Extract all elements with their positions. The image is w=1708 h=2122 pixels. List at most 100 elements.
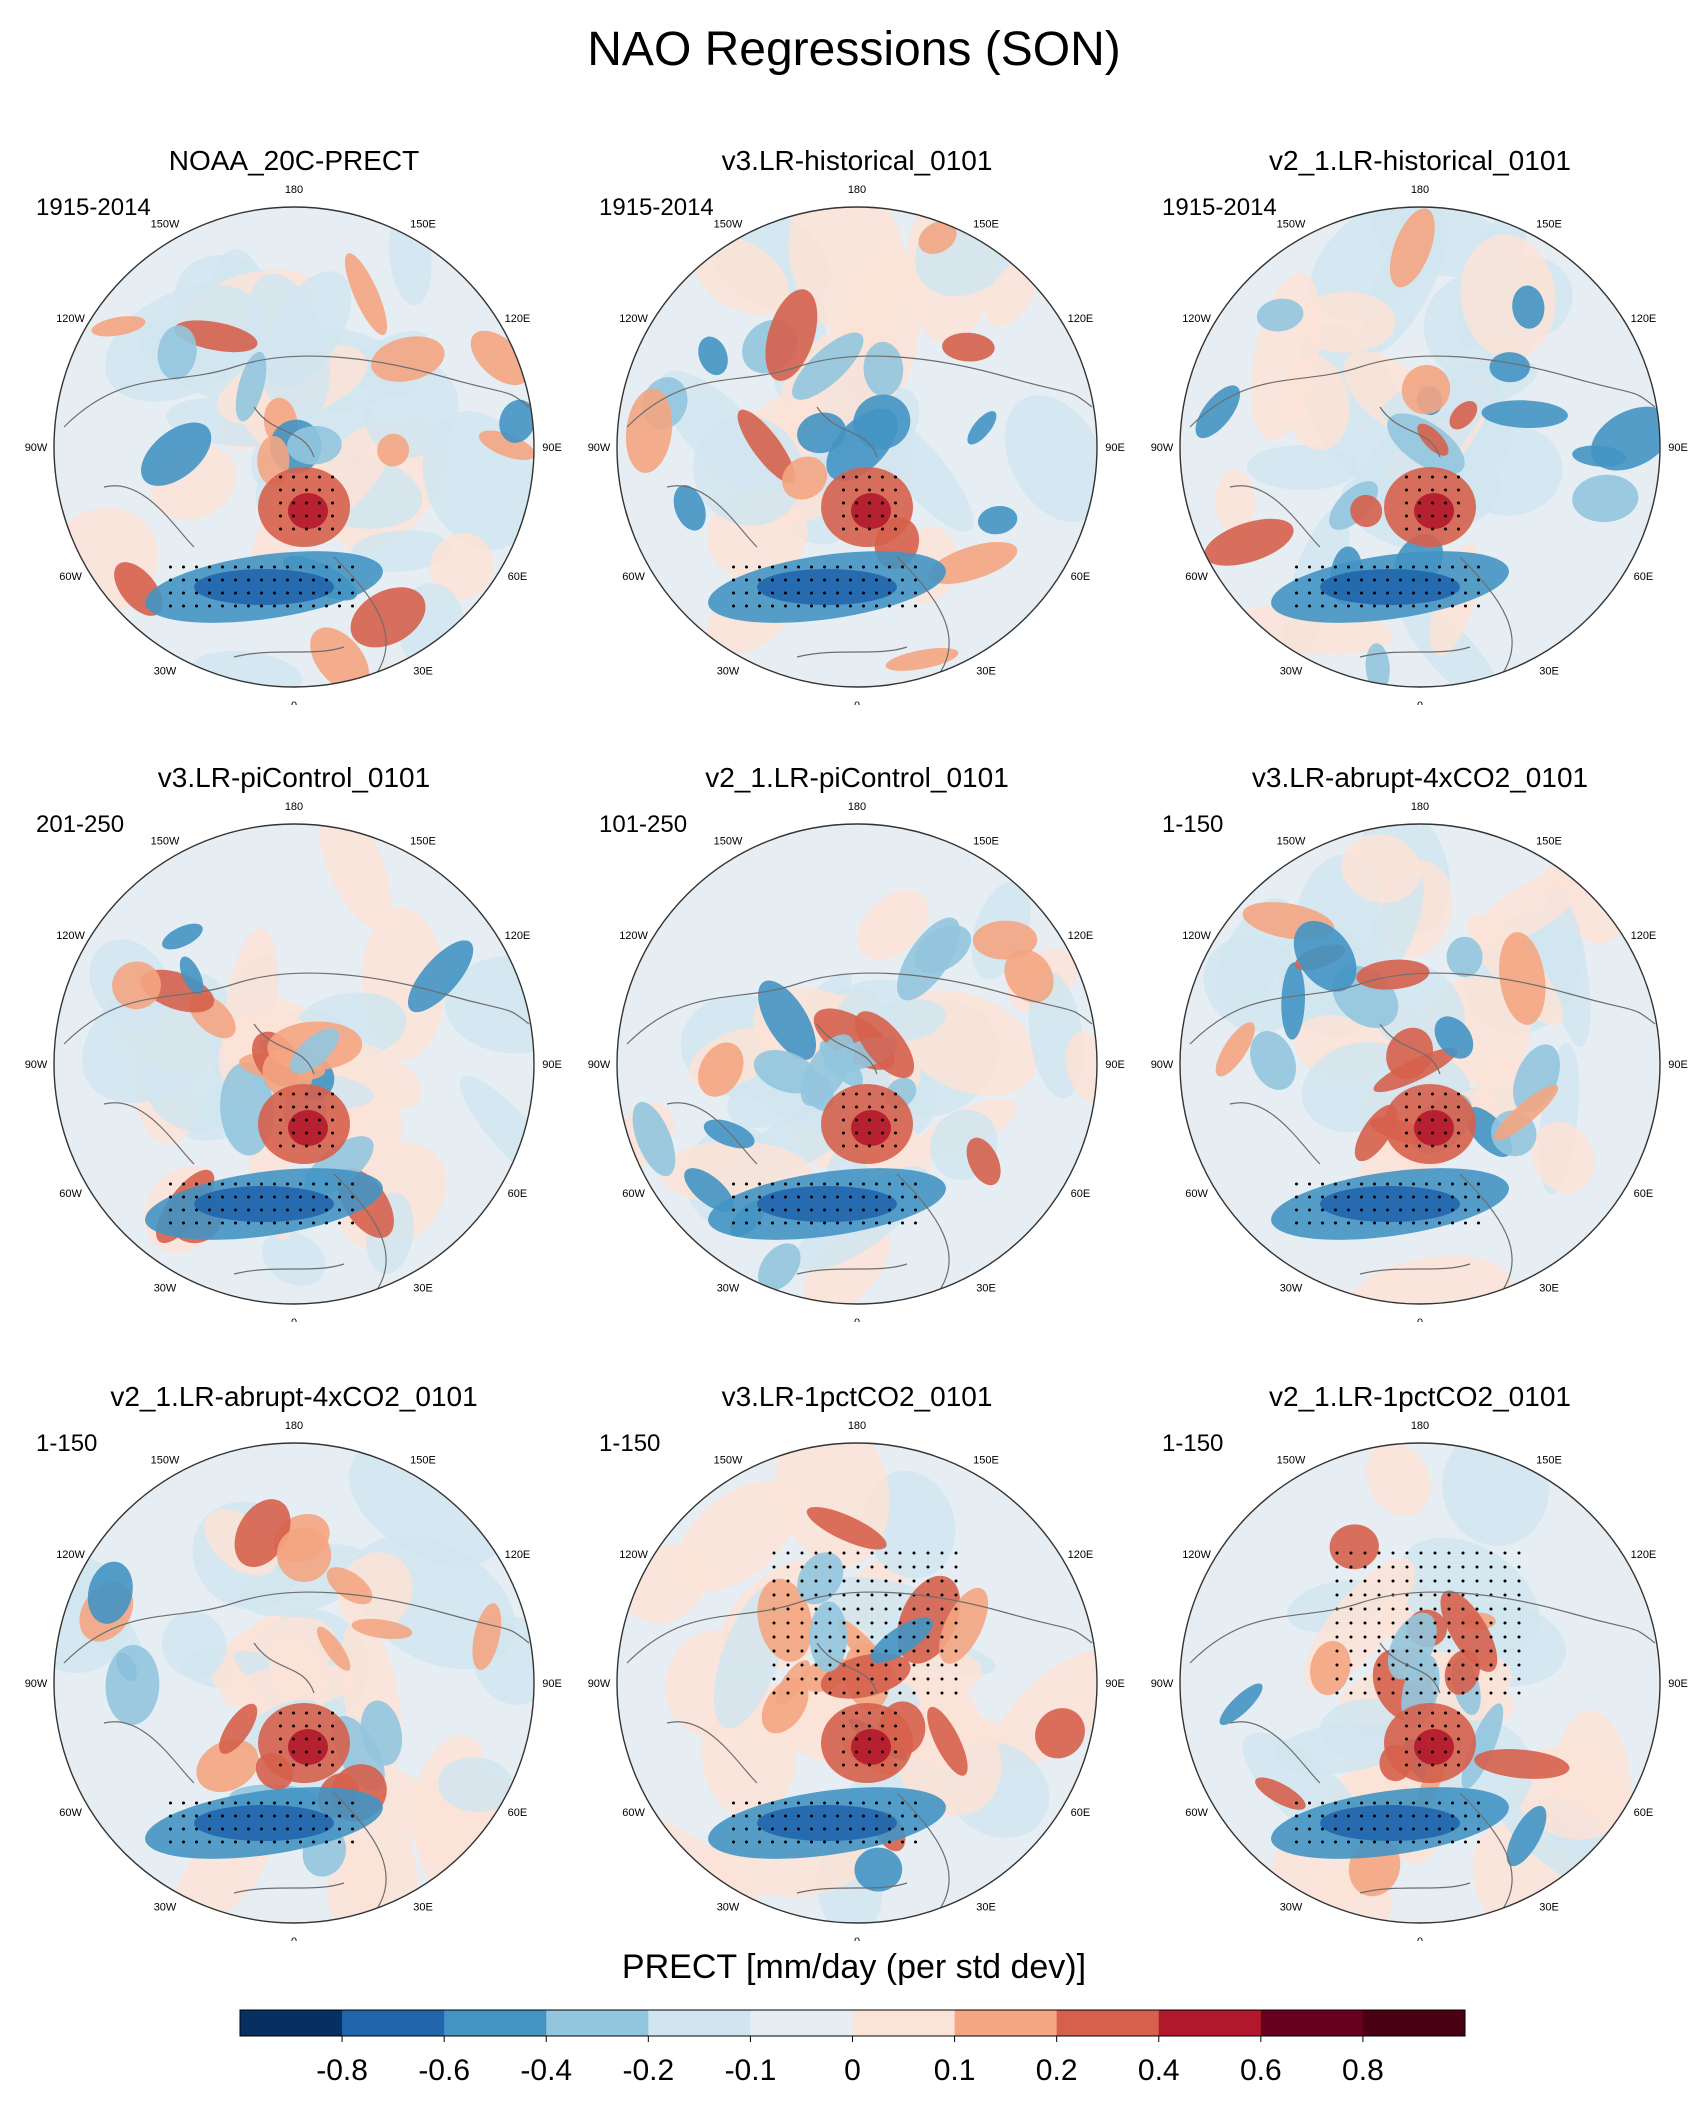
colorbar-swatch: [954, 2010, 1058, 2036]
stipple-dot: [273, 565, 276, 569]
longitude-label: 0: [291, 700, 297, 705]
anomaly-patch: [287, 425, 342, 465]
stipple-dot: [318, 488, 321, 492]
stipple-dot: [814, 1565, 818, 1569]
stipple-dot: [842, 1711, 845, 1715]
stipple-dot: [1405, 1763, 1408, 1767]
stipple-dot: [758, 1840, 761, 1844]
panel-period: 1-150: [36, 1430, 98, 1457]
stipple-dot: [810, 1840, 813, 1844]
stipple-dot: [1425, 1827, 1428, 1831]
stipple-dot: [1418, 475, 1421, 479]
anomaly-patch: [161, 1611, 227, 1679]
stipple-dot: [1412, 1221, 1415, 1225]
stipple-dot: [318, 1763, 321, 1767]
stipple-dot: [1433, 1663, 1437, 1667]
stipple-dot: [299, 1814, 302, 1818]
stipple-dot: [797, 604, 800, 608]
anomaly-patch: [691, 235, 790, 315]
stipple-dot: [292, 1763, 295, 1767]
stipple-dot: [286, 1195, 289, 1199]
stipple-dot: [856, 1677, 860, 1681]
stipple-dot: [1399, 565, 1402, 569]
stipple-dot: [208, 1840, 211, 1844]
stipple-dot: [299, 565, 302, 569]
stipple-dot: [1457, 1131, 1460, 1135]
stipple-dot: [1412, 1801, 1415, 1805]
anomaly-patch: [350, 587, 426, 648]
stipple-dot: [1405, 1105, 1408, 1109]
coastline: [896, 1792, 950, 1914]
coastline: [233, 972, 530, 1025]
stipple-dot: [771, 1840, 774, 1844]
stipple-dot: [1363, 1635, 1367, 1639]
colorbar-tick-label: 0.1: [934, 2054, 976, 2087]
stipple-dot: [1489, 1621, 1493, 1625]
stipple-dot: [901, 604, 904, 608]
anomaly-patch: [1401, 364, 1451, 415]
coastline: [1229, 485, 1321, 548]
stipple-dot: [875, 1208, 878, 1212]
stipple-dot: [771, 1827, 774, 1831]
stipple-dot: [1418, 1750, 1421, 1754]
stipple-dot: [1457, 1711, 1460, 1715]
anomaly-patch: [438, 1757, 514, 1813]
stipple-dot: [856, 1579, 860, 1583]
coastlines: [626, 972, 1093, 1295]
stipple-dot: [1405, 475, 1408, 479]
stipple-dot: [1477, 604, 1480, 608]
stipple-dot: [286, 591, 289, 595]
stipple-dot: [862, 604, 865, 608]
stipple-dot: [842, 1607, 846, 1611]
coastline: [1359, 1263, 1471, 1275]
stipple-dot: [914, 591, 917, 595]
stipple-dot: [786, 1691, 790, 1695]
longitude-label: 30W: [1280, 665, 1303, 677]
stipple-dot: [1418, 1711, 1421, 1715]
stipple-dot: [954, 1621, 958, 1625]
anomaly-patch: [1320, 1186, 1460, 1222]
stipple-dot: [1360, 1221, 1363, 1225]
stipple-dot: [940, 1635, 944, 1639]
stipple-dot: [1464, 578, 1467, 582]
stipple-dot: [234, 1801, 237, 1805]
stipple-dot: [1308, 1182, 1311, 1186]
stipple-dot: [221, 1208, 224, 1212]
stipple-dot: [786, 1621, 790, 1625]
stipple-dot: [273, 1182, 276, 1186]
stipple-dot: [881, 1092, 884, 1096]
stipple-dot: [926, 1607, 930, 1611]
stipple-dot: [195, 1195, 198, 1199]
stipple-dot: [912, 1621, 916, 1625]
stipple-dot: [1438, 591, 1441, 595]
longitude-label: 120E: [505, 930, 531, 942]
stipple-dot: [1461, 1663, 1465, 1667]
stipple-dot: [182, 1208, 185, 1212]
stipple-dot: [823, 565, 826, 569]
stipple-dot: [1438, 565, 1441, 569]
stipple-dot: [1295, 1801, 1298, 1805]
stipple-dot: [888, 1221, 891, 1225]
stipple-dot: [1425, 1814, 1428, 1818]
stipple-dot: [1489, 1607, 1493, 1611]
stipple-dot: [797, 1801, 800, 1805]
stipple-dot: [1438, 1827, 1441, 1831]
stipple-dot: [1438, 1840, 1441, 1844]
stipple-dot: [1517, 1607, 1521, 1611]
stipple-dot: [926, 1649, 930, 1653]
map-panel: NOAA_20C-PRECT 1915-2014 180 150E 120E 90E 60E…: [24, 145, 564, 705]
stipple-dot: [745, 1827, 748, 1831]
longitude-label: 30W: [1280, 1901, 1303, 1913]
stipple-dot: [771, 1814, 774, 1818]
stipple-dot: [1464, 1208, 1467, 1212]
stipple-dot: [1517, 1593, 1521, 1597]
anomaly-patch: [1512, 285, 1545, 329]
stipple-dot: [1412, 578, 1415, 582]
stipple-dot: [823, 1221, 826, 1225]
significance-stippling: [169, 475, 354, 608]
colorbar-swatch: [240, 2010, 343, 2036]
stipple-dot: [1477, 1208, 1480, 1212]
significance-stippling: [732, 1551, 958, 1844]
stipple-dot: [868, 475, 871, 479]
stipple-dot: [1517, 1579, 1521, 1583]
